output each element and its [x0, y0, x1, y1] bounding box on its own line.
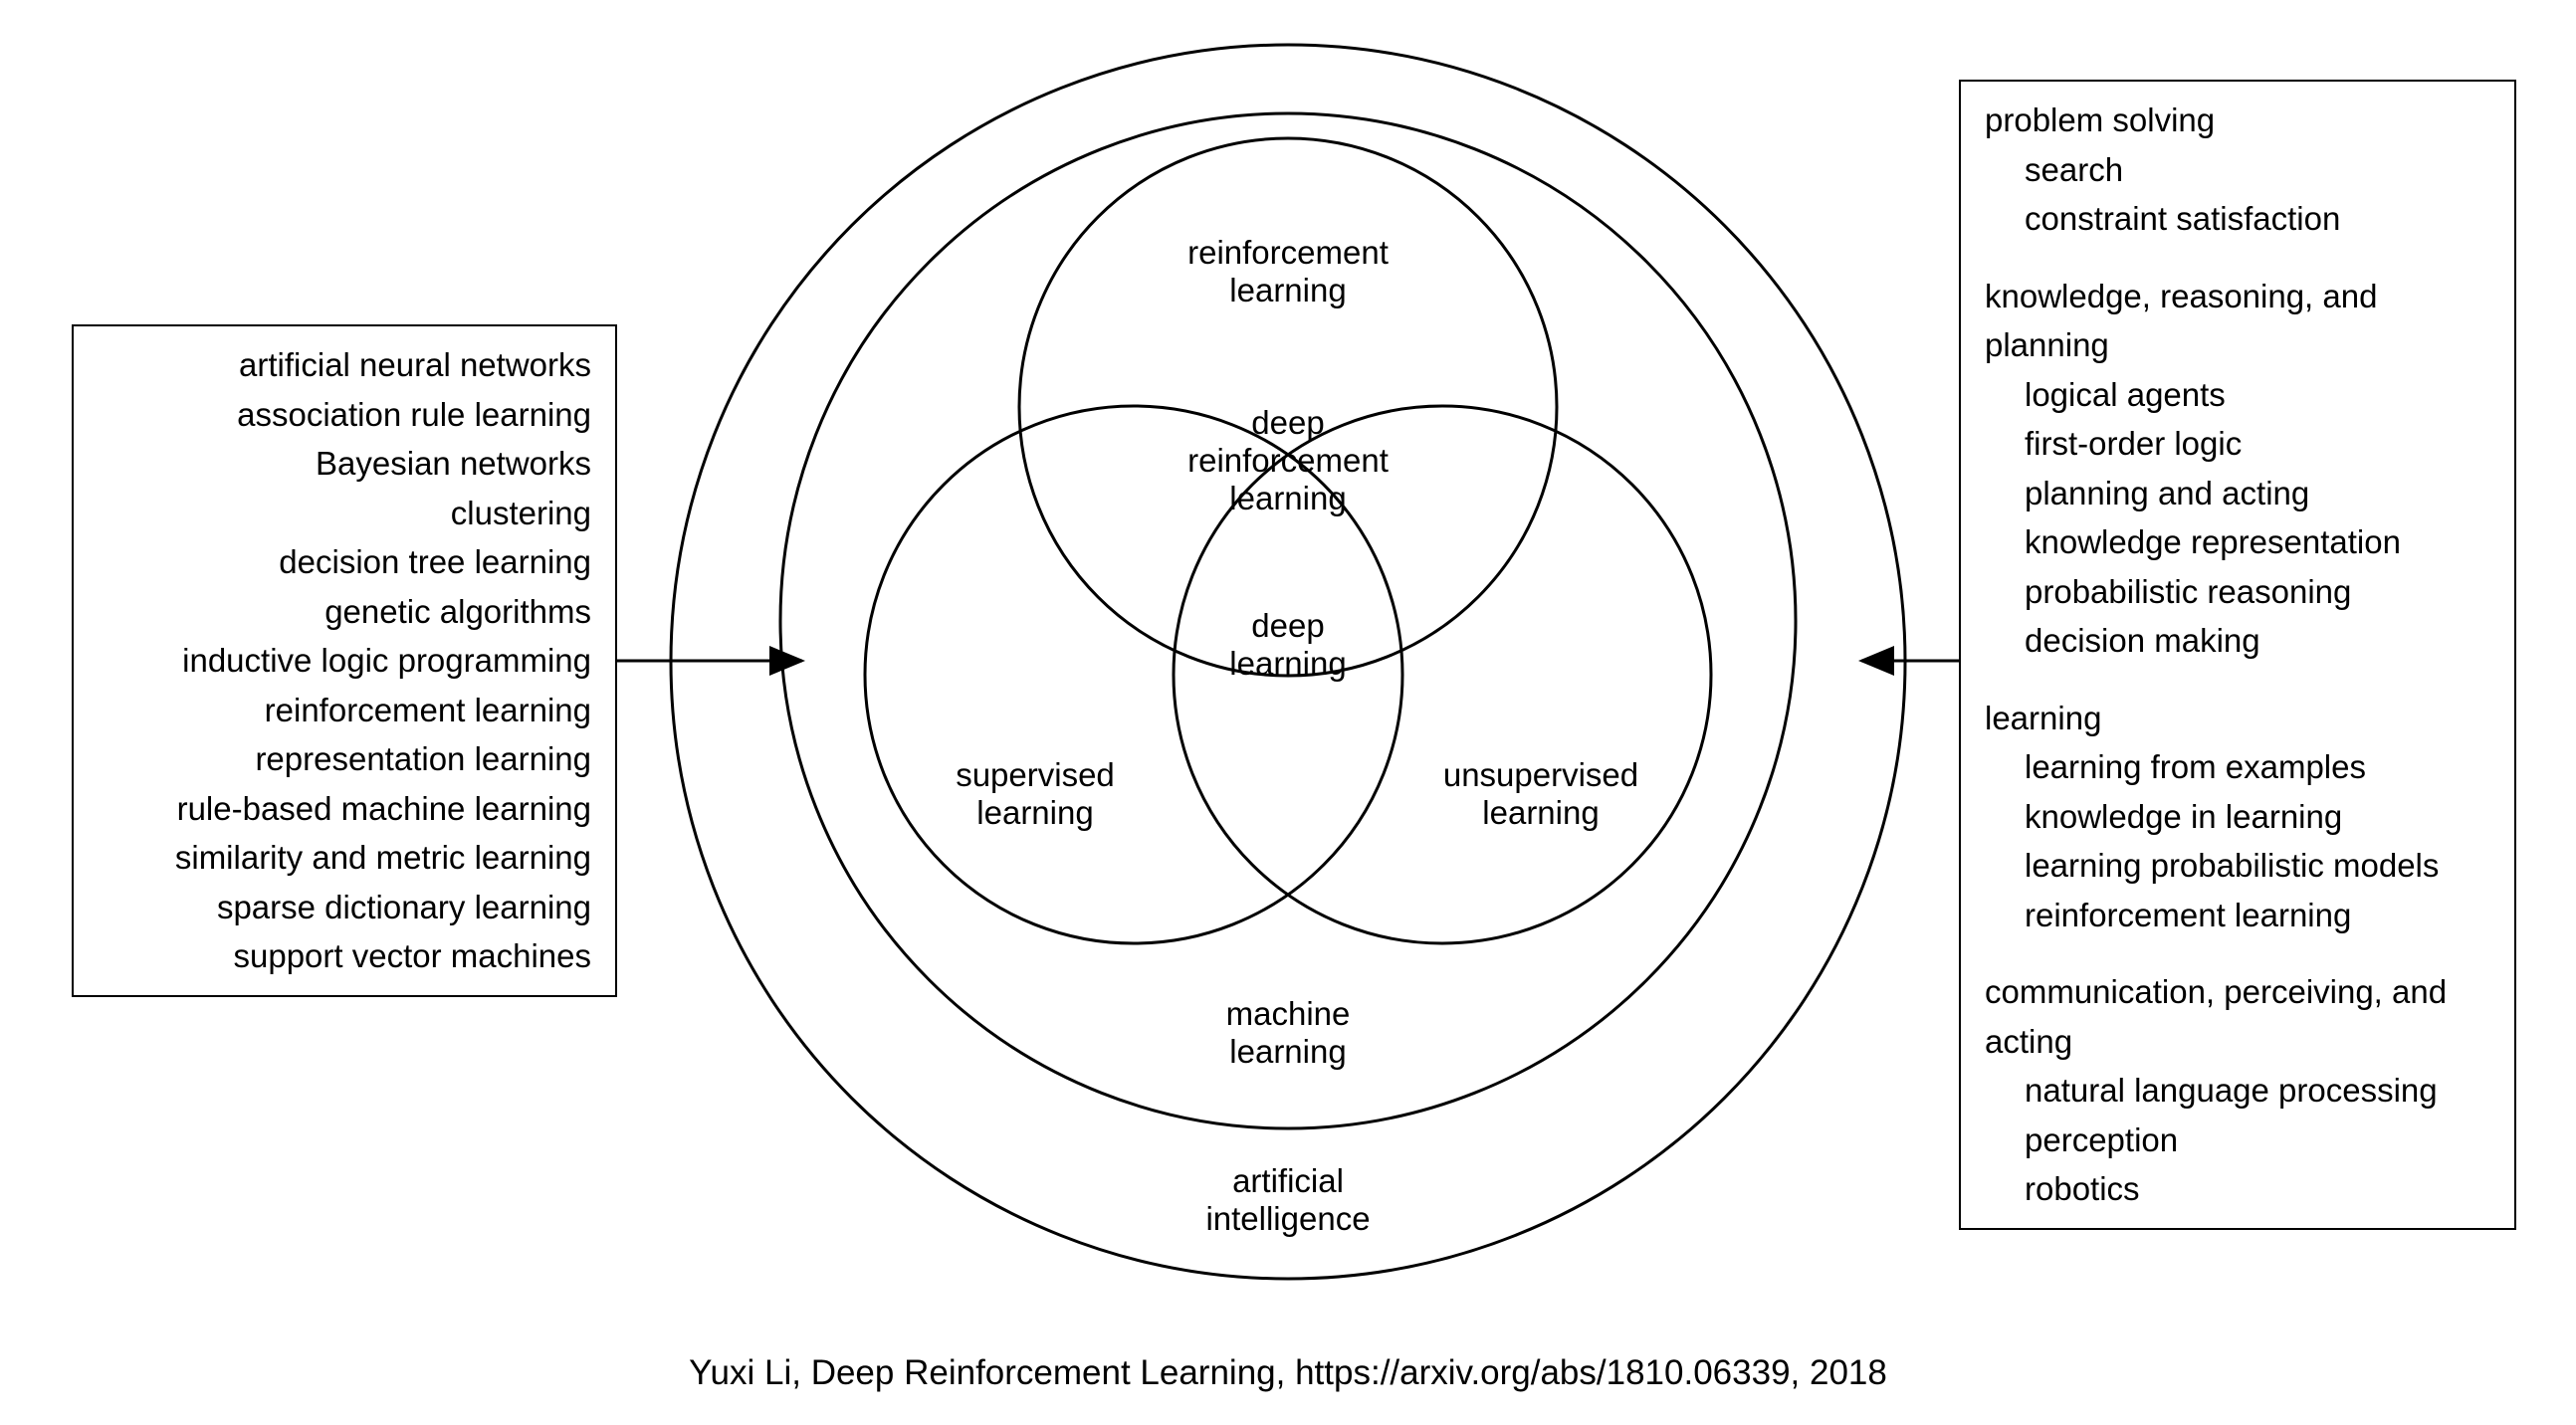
citation-caption: Yuxi Li, Deep Reinforcement Learning, ht… [0, 1353, 2576, 1393]
group-spacer [1985, 939, 2490, 967]
right-group-item: constraint satisfaction [1985, 194, 2490, 244]
right-group-item: logical agents [1985, 370, 2490, 420]
right-list-box: problem solvingsearchconstraint satisfac… [1959, 80, 2516, 1230]
label-deep-learning: deeplearning [1229, 607, 1346, 682]
right-group-title: knowledge, reasoning, and planning [1985, 272, 2490, 370]
left-list-item: representation learning [98, 734, 591, 784]
left-list-item: support vector machines [98, 931, 591, 981]
label-unsupervised-learning: unsupervisedlearning [1443, 756, 1638, 831]
left-list-item: similarity and metric learning [98, 833, 591, 883]
group-spacer [1985, 244, 2490, 272]
right-group-title: communication, perceiving, and acting [1985, 967, 2490, 1066]
diagram-canvas: artificialintelligence machinelearning rei… [0, 0, 2576, 1425]
left-list-item: artificial neural networks [98, 340, 591, 390]
left-list-item: rule-based machine learning [98, 784, 591, 834]
left-list-box: artificial neural networksassociation ru… [72, 324, 617, 997]
right-group-item: first-order logic [1985, 419, 2490, 469]
left-list-item: Bayesian networks [98, 439, 591, 489]
left-list-item: genetic algorithms [98, 587, 591, 637]
right-group-item: knowledge in learning [1985, 792, 2490, 842]
left-list-item: association rule learning [98, 390, 591, 440]
right-group-item: knowledge representation [1985, 517, 2490, 567]
right-group-item: perception [1985, 1116, 2490, 1165]
right-group-item: learning probabilistic models [1985, 841, 2490, 891]
left-list-item: inductive logic programming [98, 636, 591, 686]
group-spacer [1985, 666, 2490, 694]
label-reinforcement-learning: reinforcementlearning [1187, 234, 1389, 308]
right-group-item: learning from examples [1985, 742, 2490, 792]
right-group-item: search [1985, 145, 2490, 195]
left-list-item: clustering [98, 489, 591, 538]
label-machine-learning: machinelearning [1226, 995, 1351, 1070]
label-artificial-intelligence: artificialintelligence [1205, 1162, 1370, 1237]
right-group-item: reinforcement learning [1985, 891, 2490, 940]
right-group-item: decision making [1985, 616, 2490, 666]
right-group-title: learning [1985, 694, 2490, 743]
left-list-item: reinforcement learning [98, 686, 591, 735]
left-list-item: decision tree learning [98, 537, 591, 587]
right-group-item: planning and acting [1985, 469, 2490, 518]
right-group-item: natural language processing [1985, 1066, 2490, 1116]
right-group-item: probabilistic reasoning [1985, 567, 2490, 617]
label-supervised-learning: supervisedlearning [956, 756, 1115, 831]
right-group-item: robotics [1985, 1164, 2490, 1214]
left-list-item: sparse dictionary learning [98, 883, 591, 932]
right-group-title: problem solving [1985, 96, 2490, 145]
